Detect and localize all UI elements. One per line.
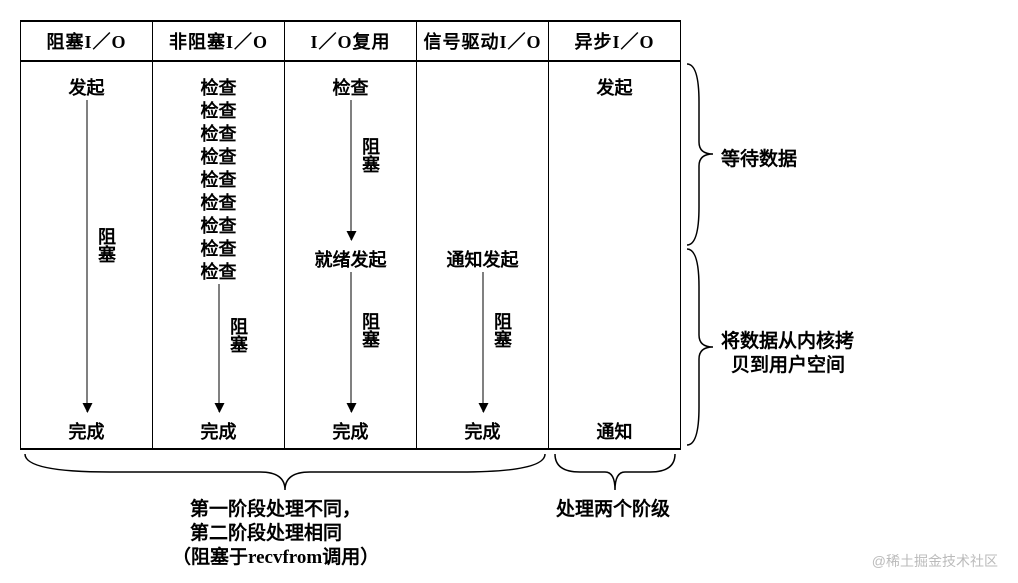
watermark-text: @稀土掘金技术社区 bbox=[872, 551, 998, 571]
sig-mid-label: 通知发起 bbox=[447, 246, 519, 272]
io-comparison-table: 阻塞I／O 非阻塞I／O I／O复用 信号驱动I／O 异步I／O 发起 阻塞 bbox=[20, 20, 681, 450]
mux-arrow-1 bbox=[350, 100, 351, 240]
side-phase2-line2: 贝到用户空间 bbox=[731, 350, 845, 377]
nb-arrow bbox=[218, 284, 219, 412]
mux-top-label: 检查 bbox=[333, 74, 369, 100]
col-header-signal: 信号驱动I／O bbox=[417, 21, 549, 61]
io-table-wrap: 阻塞I／O 非阻塞I／O I／O复用 信号驱动I／O 异步I／O 发起 阻塞 bbox=[20, 20, 681, 452]
col-nonblocking: 检查 检查 检查 检查 检查 检查 检查 检查 检查 阻塞 完成 bbox=[153, 61, 285, 449]
bottom-group1-line3: （阻塞于recvfrom调用） bbox=[172, 542, 379, 569]
bottom-group2: 处理两个阶级 bbox=[556, 494, 670, 521]
col-header-multiplexing: I／O复用 bbox=[285, 21, 417, 61]
nb-end-label: 完成 bbox=[201, 418, 237, 444]
col-signal: 通知发起 阻塞 完成 bbox=[417, 61, 549, 449]
col-header-blocking: 阻塞I／O bbox=[21, 21, 153, 61]
bottom-group1-line2: 第二阶段处理相同 bbox=[190, 518, 342, 545]
blocking-end-label: 完成 bbox=[69, 418, 105, 444]
col-async: 发起 通知 bbox=[549, 61, 681, 449]
header-row: 阻塞I／O 非阻塞I／O I／O复用 信号驱动I／O 异步I／O bbox=[21, 21, 681, 61]
mux-end-label: 完成 bbox=[333, 418, 369, 444]
nb-mid-label: 阻塞 bbox=[225, 317, 251, 353]
col-header-async: 异步I／O bbox=[549, 21, 681, 61]
side-phase2-line1: 将数据从内核拷 bbox=[721, 326, 854, 353]
mux-label-1: 阻塞 bbox=[357, 137, 383, 173]
mux-label-2: 阻塞 bbox=[357, 312, 383, 348]
body-row: 发起 阻塞 完成 检查 检查 检查 检查 检查 bbox=[21, 61, 681, 449]
bottom-brace-2 bbox=[550, 452, 680, 492]
nb-check-8: 检查 bbox=[201, 258, 237, 284]
bottom-group1-line1: 第一阶段处理不同， bbox=[190, 494, 361, 521]
sig-label: 阻塞 bbox=[489, 312, 515, 348]
side-brace-area: 等待数据 将数据从内核拷 贝到用户空间 bbox=[685, 20, 885, 450]
side-brace-2 bbox=[685, 247, 715, 447]
side-brace-1 bbox=[685, 62, 715, 247]
mux-arrow-2 bbox=[350, 272, 351, 412]
mux-mid-label: 就绪发起 bbox=[315, 246, 387, 272]
col-header-nonblocking: 非阻塞I／O bbox=[153, 21, 285, 61]
diagram-root: 阻塞I／O 非阻塞I／O I／O复用 信号驱动I／O 异步I／O 发起 阻塞 bbox=[20, 20, 998, 452]
sig-end-label: 完成 bbox=[465, 418, 501, 444]
async-top-label: 发起 bbox=[597, 74, 633, 100]
col-blocking: 发起 阻塞 完成 bbox=[21, 61, 153, 449]
blocking-mid-label: 阻塞 bbox=[93, 227, 119, 263]
bottom-brace-1 bbox=[20, 452, 550, 492]
sig-arrow bbox=[482, 272, 483, 412]
side-phase1-label: 等待数据 bbox=[721, 144, 797, 171]
async-end-label: 通知 bbox=[597, 418, 633, 444]
col-multiplexing: 检查 阻塞 就绪发起 阻塞 完成 bbox=[285, 61, 417, 449]
blocking-start-label: 发起 bbox=[69, 74, 105, 100]
blocking-arrow bbox=[86, 100, 87, 412]
